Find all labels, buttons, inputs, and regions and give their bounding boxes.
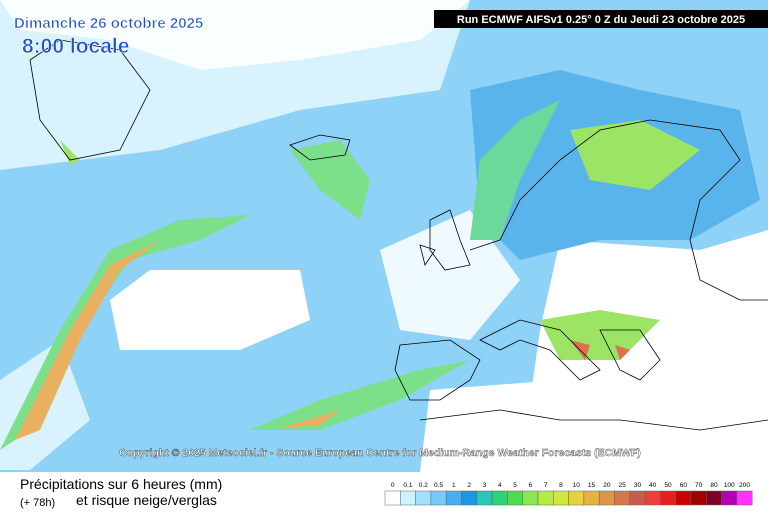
legend-label: 6 bbox=[529, 482, 533, 489]
legend-label: 200 bbox=[739, 482, 750, 489]
legend-label: 7 bbox=[544, 482, 548, 489]
legend-swatch bbox=[629, 490, 646, 506]
legend-swatch bbox=[598, 490, 615, 506]
legend-swatch bbox=[583, 490, 600, 506]
legend-swatch bbox=[553, 490, 569, 506]
legend-label: 3 bbox=[483, 482, 487, 489]
legend-label: 60 bbox=[680, 482, 688, 489]
time: 8:00 locale bbox=[22, 35, 129, 58]
legend-label: 4 bbox=[498, 482, 502, 489]
legend-label: 20 bbox=[603, 482, 611, 489]
legend-swatch bbox=[568, 490, 585, 506]
legend-swatch bbox=[415, 490, 432, 506]
legend-swatch bbox=[690, 490, 707, 506]
date: Dimanche 26 octobre 2025 bbox=[14, 15, 203, 32]
legend-label: 50 bbox=[664, 482, 672, 489]
legend-swatch bbox=[522, 490, 539, 506]
legend-label: 80 bbox=[710, 482, 718, 489]
legend-label: 15 bbox=[588, 482, 596, 489]
legend-label: 8 bbox=[559, 482, 563, 489]
legend-swatch bbox=[644, 490, 661, 506]
legend-swatch bbox=[476, 490, 493, 506]
map bbox=[0, 0, 768, 472]
legend-swatch bbox=[537, 490, 554, 506]
legend-swatch bbox=[736, 490, 753, 506]
legend-label: 25 bbox=[619, 482, 627, 489]
legend-swatch bbox=[721, 490, 738, 506]
legend-swatch bbox=[675, 490, 692, 506]
legend-swatch bbox=[614, 490, 631, 506]
legend-label: 10 bbox=[573, 482, 581, 489]
lead-time: (+ 78h) bbox=[20, 497, 55, 509]
legend-swatch bbox=[445, 490, 462, 506]
legend-label: 0.5 bbox=[434, 482, 443, 489]
legend-swatch bbox=[384, 490, 401, 506]
legend-swatch bbox=[491, 490, 508, 506]
run-banner bbox=[434, 10, 768, 28]
legend-label: 70 bbox=[695, 482, 703, 489]
legend-label: 40 bbox=[649, 482, 657, 489]
legend-swatch bbox=[461, 490, 478, 506]
legend: 0 0.1 0.2 0.5 1 2 3 4 5 6 7 8 10 15 20 25 30 40 50 60 70 80 10… bbox=[384, 482, 753, 506]
legend-swatch bbox=[430, 490, 447, 506]
legend-label: 100 bbox=[724, 482, 735, 489]
legend-label: 0.2 bbox=[419, 482, 428, 489]
legend-label: 0.1 bbox=[403, 482, 412, 489]
copyright: Copyright © 2025 Meteociel.fr - Source E… bbox=[119, 447, 641, 459]
legend-label: 1 bbox=[452, 482, 456, 489]
footer-subtitle: et risque neige/verglas bbox=[76, 492, 217, 508]
legend-label: 0 bbox=[391, 482, 395, 489]
legend-label: 30 bbox=[634, 482, 642, 489]
legend-label: 5 bbox=[513, 482, 517, 489]
legend-swatch bbox=[706, 490, 722, 506]
legend-swatch bbox=[660, 490, 676, 506]
legend-swatch bbox=[400, 490, 416, 506]
legend-label: 2 bbox=[467, 482, 471, 489]
legend-swatch bbox=[507, 490, 523, 506]
run-info: Run ECMWF AIFSv1 0.25° 0 Z du Jeudi 23 o… bbox=[457, 14, 745, 26]
footer-title: Précipitations sur 6 heures (mm) bbox=[20, 476, 222, 492]
